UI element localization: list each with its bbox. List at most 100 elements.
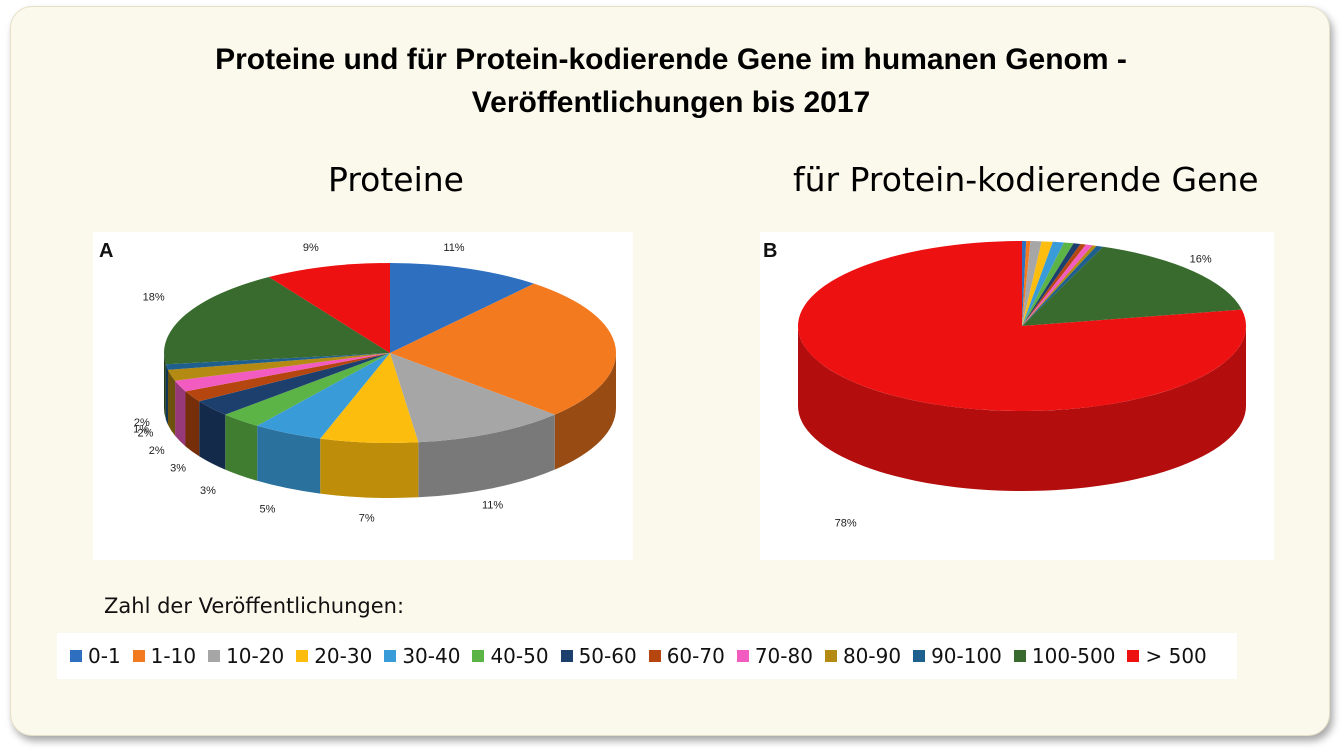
main-title-line-2: Veröffentlichungen bis 2017 (471, 86, 871, 119)
pie-slice-90-100 (1022, 245, 1104, 326)
legend-label: 50-60 (578, 644, 637, 668)
pie-side-walls (164, 353, 616, 498)
pie-slice-20-30 (1022, 241, 1053, 326)
pie-chart-b: 16% 78% (798, 241, 1246, 529)
pie-slice-50-60 (199, 353, 390, 415)
legend-label: 70-80 (754, 644, 813, 668)
legend-item: 10-20 (208, 644, 284, 668)
pie-slice-40-50 (225, 353, 390, 426)
legend-swatch (70, 650, 82, 662)
subtitle-gene: für Protein-kodierende Gene (793, 160, 1259, 199)
pie-data-label: 3% (170, 463, 186, 475)
pie-top-faces (798, 241, 1246, 411)
legend-swatch (1127, 650, 1140, 662)
pie-slice-0-1 (1022, 241, 1027, 326)
legend-item: 80-90 (824, 644, 901, 668)
legend-item: 30-40 (384, 644, 460, 668)
legend-item: 1-10 (132, 644, 197, 668)
pie-side-30-40 (257, 425, 321, 494)
pie-data-label: 2% (137, 427, 153, 439)
pie-side-1-10 (554, 353, 616, 470)
pie-slice-20-30 (320, 353, 419, 443)
legend-label: 0-1 (88, 644, 121, 668)
legend-item: > 500 (1127, 644, 1207, 668)
pie-side-walls (798, 326, 1246, 491)
pie-data-label: 16% (1190, 253, 1212, 265)
legend-label: 40-50 (490, 644, 549, 668)
pie-slice-70-80 (1022, 244, 1093, 326)
chart-panel-b: 16% 78% B (760, 232, 1274, 560)
main-title-line-1: Proteine und für Protein-kodierende Gene… (215, 43, 1127, 76)
pie-data-label: 18% (143, 292, 165, 304)
pie-slice-1-10 (390, 283, 616, 415)
pie-slice-40-50 (1022, 242, 1074, 326)
subtitle-proteine: Proteine (328, 160, 464, 199)
pie-chart-a: 11%26%11%7%5%3%3%2%2%2%1%18%9% (133, 242, 616, 525)
pie-side-50-60 (199, 401, 226, 470)
pie-data-label: 11% (443, 242, 464, 254)
pie-slice-80-90 (168, 353, 390, 381)
pie-slice-0-1 (390, 263, 535, 353)
legend-label: 60-70 (666, 644, 725, 668)
legend-label: 100-500 (1031, 644, 1116, 668)
legend-swatch (208, 650, 221, 662)
legend-item: 40-50 (472, 644, 549, 668)
pie-side-20-30 (320, 438, 419, 498)
legend-item: 70-80 (736, 644, 813, 668)
pie-slice-60-70 (1022, 243, 1086, 326)
legend-label: 1-10 (150, 644, 197, 668)
pie-side-90-100 (165, 364, 169, 425)
panel-letter-a: A (99, 240, 114, 262)
pie-slice-60-70 (185, 353, 390, 402)
pie-side-40-50 (225, 414, 258, 481)
legend-item: 100-500 (1013, 644, 1116, 668)
legend-label: 20-30 (314, 644, 373, 668)
pie-data-label: 78% (835, 517, 857, 529)
legend-title: Zahl der Veröffentlichungen: (104, 594, 405, 618)
pie-data-label: 2% (149, 445, 165, 457)
legend-item: 20-30 (296, 644, 372, 668)
legend-item: 90-100 (913, 644, 1002, 668)
panel-letter-b: B (763, 240, 778, 262)
pie-slice-10-20 (1022, 241, 1042, 326)
pie-data-label: 5% (259, 504, 275, 516)
pie-data-label: 7% (359, 513, 375, 525)
legend-label: 90-100 (931, 644, 1002, 668)
legend-swatch (472, 650, 485, 662)
legend-swatch (824, 650, 837, 662)
legend-item: 50-60 (560, 644, 637, 668)
pie-slice-80-90 (1022, 245, 1097, 326)
pie-labels: 16% 78% (835, 253, 1212, 529)
chart-panel-a: 11%26%11%7%5%3%3%2%2%2%1%18%9% A (93, 232, 633, 560)
pie-slice-> 500 (268, 263, 390, 353)
legend-swatch (132, 650, 145, 662)
pie-side-60-70 (185, 391, 200, 457)
pie-slice-10-20 (390, 353, 555, 443)
pie-slice-100-500 (164, 277, 390, 365)
pie-slice-30-40 (257, 353, 390, 439)
pie-slice-70-80 (175, 353, 390, 392)
legend-swatch (560, 650, 573, 662)
pie-side-70-80 (175, 380, 186, 447)
pie-data-label: 1% (133, 423, 149, 435)
pie-data-label: 11% (482, 500, 503, 512)
pie-data-label: 3% (200, 485, 216, 497)
legend-label: 30-40 (402, 644, 461, 668)
legend-swatch (736, 650, 749, 662)
legend-swatch (913, 650, 926, 662)
pie-data-label: 2% (134, 417, 150, 429)
pie-side-80-90 (168, 369, 176, 436)
legend-swatch (648, 650, 661, 662)
legend-item: 0-1 (70, 644, 121, 668)
legend-swatch (296, 650, 309, 662)
pie-side-10-20 (418, 414, 555, 498)
pie-labels: 11%26%11%7%5%3%3%2%2%2%1%18%9% (133, 242, 503, 525)
legend-item: 60-70 (648, 644, 725, 668)
pie-side-100-500 (164, 353, 166, 420)
pie-data-label: 9% (303, 242, 319, 254)
pie-slice-> 500 (798, 241, 1246, 411)
legend-label: 10-20 (226, 644, 285, 668)
pie-slice-30-40 (1022, 241, 1065, 326)
pie-slice-90-100 (165, 353, 390, 370)
legend-label: > 500 (1145, 644, 1207, 668)
